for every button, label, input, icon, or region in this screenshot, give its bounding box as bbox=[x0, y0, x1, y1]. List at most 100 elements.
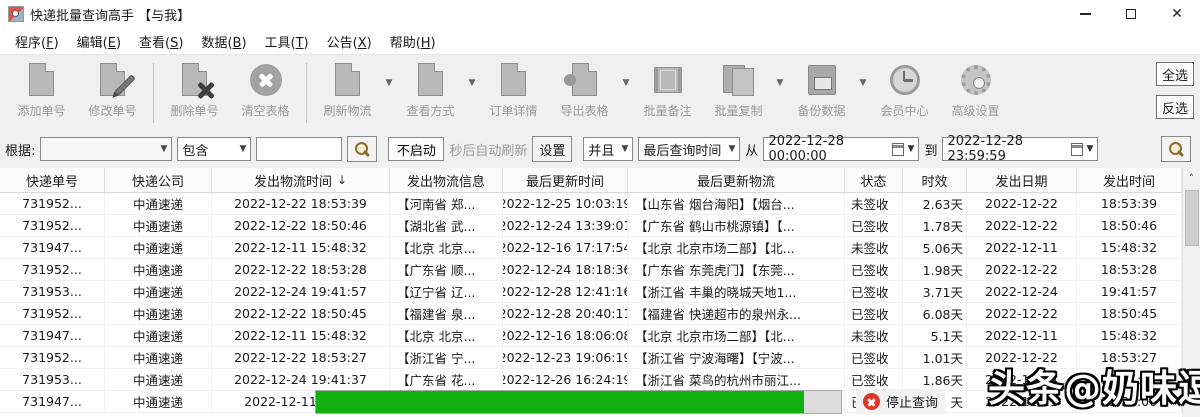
column-header-status[interactable]: 状态 bbox=[845, 168, 903, 192]
menu-item[interactable]: 程序(F) bbox=[15, 35, 59, 51]
table-row[interactable]: 731953... 中通速递 2022-12-24 19:41:57 【辽宁省 … bbox=[0, 281, 1200, 303]
filter-logic-select[interactable]: 并且 ▼ bbox=[583, 137, 634, 161]
cell-ship-date: 2022-12-22 bbox=[967, 347, 1077, 368]
cell-ship-time: 15:48:32 bbox=[1077, 237, 1182, 258]
stop-icon bbox=[863, 393, 880, 410]
member-center-button[interactable]: 会员中心 bbox=[869, 60, 940, 119]
cell-first-scan-time: 2022-12-22 18:50:46 bbox=[212, 215, 390, 236]
maximize-button[interactable] bbox=[1108, 0, 1154, 28]
to-label: 到 bbox=[924, 143, 938, 159]
auto-refresh-settings-button[interactable]: 设置 bbox=[532, 136, 573, 162]
select-all-button[interactable]: 全选 bbox=[1156, 62, 1194, 86]
window-controls: ✕ bbox=[1062, 0, 1200, 28]
cell-last-update-info: 【广东省 鹤山市桃源镇】【... bbox=[628, 215, 845, 236]
auto-refresh-interval-input[interactable] bbox=[388, 137, 445, 161]
cell-first-scan-time: 2022-12-22 18:50:45 bbox=[212, 303, 390, 324]
minimize-button[interactable] bbox=[1062, 0, 1108, 28]
table-row[interactable]: 731952... 中通速递 2022-12-22 18:53:27 【浙江省 … bbox=[0, 347, 1200, 369]
refresh-logistics-button[interactable]: 刷新物流 bbox=[312, 60, 383, 119]
cell-status: 已签收 bbox=[845, 259, 903, 280]
cell-last-update-info: 【浙江省 菜鸟的杭州市丽江... bbox=[628, 369, 845, 390]
column-header-courier[interactable]: 快递公司 bbox=[105, 168, 212, 192]
backup-data-icon bbox=[804, 62, 840, 98]
table-row[interactable]: 731952... 中通速递 2022-12-22 18:50:45 【福建省 … bbox=[0, 303, 1200, 325]
column-header-first-scan-time[interactable]: 发出物流时间 ↓ bbox=[212, 168, 390, 192]
menu-item[interactable]: 工具(T) bbox=[264, 35, 309, 51]
to-datetime-input[interactable]: 2022-12-28 23:59:59 ▼ bbox=[942, 134, 1099, 164]
column-header-tracking-number[interactable]: 快递单号 bbox=[0, 168, 105, 192]
export-table-button[interactable]: 导出表格 bbox=[549, 60, 620, 119]
backup-data-button[interactable]: 备份数据 bbox=[786, 60, 857, 119]
export-dropdown-arrow-icon[interactable]: ▼ bbox=[622, 78, 630, 88]
modify-number-button[interactable]: 修改单号 bbox=[77, 60, 148, 119]
invert-select-button[interactable]: 反选 bbox=[1156, 95, 1194, 119]
cell-ship-time: 19:41:37 bbox=[1077, 369, 1182, 390]
close-button[interactable]: ✕ bbox=[1154, 0, 1200, 28]
table-row[interactable]: 731947... 中通速递 2022-12-11 15:48:32 【北京 北… bbox=[0, 325, 1200, 347]
time-field-select[interactable]: 最后查询时间 ▼ bbox=[638, 137, 741, 161]
delete-number-button[interactable]: 删除单号 bbox=[159, 60, 230, 119]
cell-last-update-info: 【福建省 快递超市的泉州永... bbox=[628, 303, 845, 324]
batch-copy-button[interactable]: 批量复制 bbox=[703, 60, 774, 119]
filter-search-button[interactable] bbox=[347, 136, 378, 162]
cell-ship-date: 2022-12-22 bbox=[967, 193, 1077, 214]
cell-ship-date: 2022-12-22 bbox=[967, 259, 1077, 280]
table-row[interactable]: 731952... 中通速递 2022-12-22 18:50:46 【湖北省 … bbox=[0, 215, 1200, 237]
menu-item[interactable]: 编辑(E) bbox=[76, 35, 122, 51]
cell-status: 未签收 bbox=[845, 193, 903, 214]
batch-copy-icon bbox=[721, 62, 757, 98]
cell-courier: 中通速递 bbox=[105, 369, 212, 390]
from-datetime-input[interactable]: 2022-12-28 00:00:00 ▼ bbox=[763, 134, 920, 164]
cell-ship-time: 18:50:45 bbox=[1077, 303, 1182, 324]
table-row[interactable]: 731952... 中通速递 2022-12-22 18:53:28 【广东省 … bbox=[0, 259, 1200, 281]
menu-item[interactable]: 公告(X) bbox=[326, 35, 372, 51]
table-body: 731952... 中通速递 2022-12-22 18:53:39 【河南省 … bbox=[0, 193, 1200, 413]
add-doc-icon bbox=[24, 62, 60, 98]
cell-last-update-info bbox=[628, 391, 845, 412]
column-header-first-scan-info[interactable]: 发出物流信息 bbox=[390, 168, 503, 192]
menu-item[interactable]: 数据(B) bbox=[201, 35, 247, 51]
cell-courier: 中通速递 bbox=[105, 303, 212, 324]
filter-keyword-input[interactable] bbox=[256, 137, 343, 161]
column-header-ship-date[interactable]: 发出日期 bbox=[967, 168, 1077, 192]
refresh-dropdown-arrow-icon[interactable]: ▼ bbox=[385, 78, 393, 88]
table-row[interactable]: 731952... 中通速递 2022-12-22 18:53:39 【河南省 … bbox=[0, 193, 1200, 215]
auto-refresh-label: 秒后自动刷新 bbox=[449, 143, 528, 159]
cell-tracking-number: 731953... bbox=[0, 369, 105, 390]
batch-copy-dropdown-arrow-icon[interactable]: ▼ bbox=[776, 78, 784, 88]
view-mode-dropdown-arrow-icon[interactable]: ▼ bbox=[468, 78, 476, 88]
add-number-button[interactable]: 添加单号 bbox=[6, 60, 77, 119]
column-header-last-update-info[interactable]: 最后更新物流 bbox=[628, 168, 845, 192]
menu-item[interactable]: 查看(S) bbox=[139, 35, 184, 51]
view-mode-button[interactable]: 查看方式 bbox=[395, 60, 466, 119]
advanced-settings-button[interactable]: 高级设置 bbox=[940, 60, 1011, 119]
vertical-scrollbar[interactable]: ˄ bbox=[1182, 168, 1200, 417]
menu-item[interactable]: 帮助(H) bbox=[389, 35, 436, 51]
filter-field-select[interactable]: ▼ bbox=[40, 137, 173, 161]
close-icon: ✕ bbox=[1171, 6, 1183, 22]
cell-first-scan-info: 【湖北省 武... bbox=[390, 215, 503, 236]
export-table-icon bbox=[563, 62, 603, 98]
cell-courier: 中通速递 bbox=[105, 325, 212, 346]
column-header-duration[interactable]: 时效 bbox=[903, 168, 967, 192]
cell-last-update-time: 2022-12-23 19:06:19 bbox=[503, 347, 628, 368]
column-header-ship-time[interactable]: 发出时间 bbox=[1077, 168, 1182, 192]
column-header-last-update-time[interactable]: 最后更新时间 bbox=[503, 168, 628, 192]
scrollbar-thumb[interactable] bbox=[1185, 190, 1199, 246]
member-center-icon bbox=[887, 62, 923, 98]
stop-query-button[interactable]: 停止查询 bbox=[856, 389, 946, 414]
filter-operator-select[interactable]: 包含 ▼ bbox=[177, 137, 252, 161]
cell-duration: 1.78天 bbox=[903, 215, 967, 236]
calendar-icon bbox=[1071, 142, 1083, 156]
order-detail-button[interactable]: 订单详情 bbox=[478, 60, 549, 119]
batch-note-button[interactable]: 批量备注 bbox=[632, 60, 703, 119]
maximize-icon bbox=[1126, 9, 1136, 19]
cell-first-scan-time: 2022-12-11 15:48:32 bbox=[212, 237, 390, 258]
backup-dropdown-arrow-icon[interactable]: ▼ bbox=[859, 78, 867, 88]
clear-table-button[interactable]: 清空表格 bbox=[230, 60, 301, 119]
table-row[interactable]: 731947... 中通速递 2022-12-11 15:48:32 【北京 北… bbox=[0, 237, 1200, 259]
query-search-button[interactable] bbox=[1161, 136, 1191, 162]
scroll-up-arrow-icon[interactable]: ˄ bbox=[1188, 171, 1195, 185]
cell-courier: 中通速递 bbox=[105, 347, 212, 368]
cell-tracking-number: 731953... bbox=[0, 281, 105, 302]
